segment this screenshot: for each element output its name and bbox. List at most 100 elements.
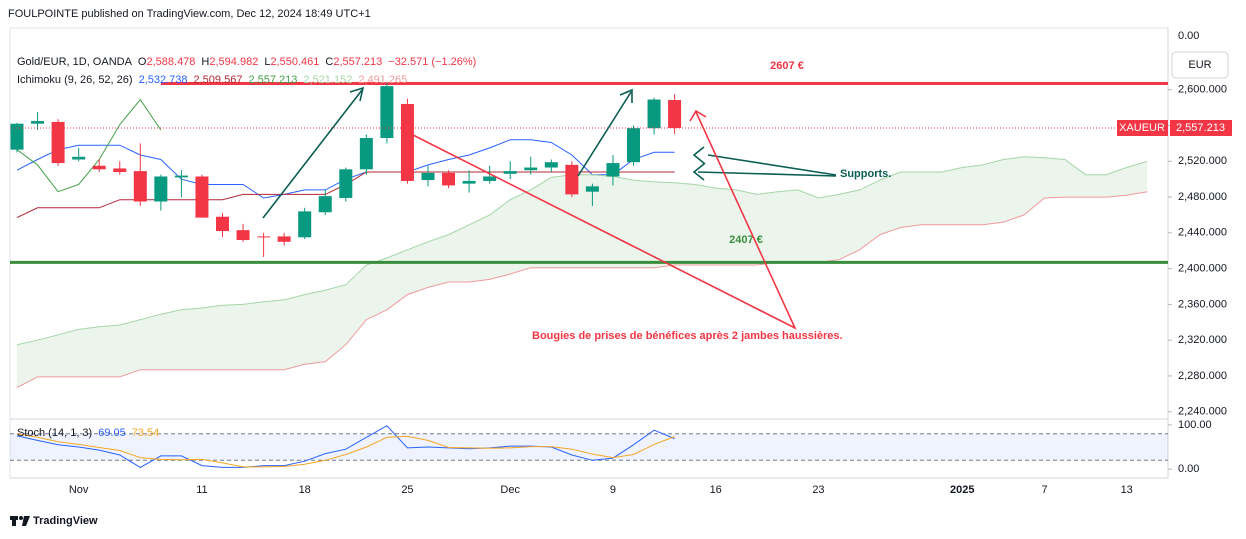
y-tick-label: 2,360.000	[1178, 298, 1227, 310]
footer: TradingView	[33, 515, 98, 527]
candle-body	[236, 230, 250, 240]
candle-body	[31, 121, 45, 124]
candle-body	[442, 172, 456, 186]
candle-body	[380, 86, 394, 139]
ohlc-value: 2,550.461	[270, 56, 319, 68]
x-tick-label: 9	[610, 484, 616, 496]
logo	[10, 516, 30, 526]
stoch-band	[10, 433, 1168, 461]
candle-body	[154, 176, 168, 202]
ohlc-value: 2,594.982	[209, 56, 258, 68]
candle-body	[51, 121, 65, 164]
y-tick-label: 2,440.000	[1178, 227, 1227, 239]
indicator-line	[16, 191, 1148, 389]
candle-body	[113, 168, 127, 173]
arrow	[577, 88, 633, 177]
support-arrows	[692, 146, 837, 181]
x-tick-label: 2025	[950, 484, 974, 496]
ticker-label: XAUEUR	[1119, 122, 1165, 134]
y-tick-label: 2,480.000	[1178, 191, 1227, 203]
currency-button[interactable]	[1171, 51, 1229, 79]
price-axis-top-label: 0.00	[1178, 30, 1199, 42]
y-tick-label: 2,280.000	[1178, 370, 1227, 382]
ticker-badge	[1117, 119, 1168, 136]
y-tick-label: 0.00	[1178, 463, 1199, 475]
candle-body	[72, 156, 86, 160]
indicator-label: Ichimoku (9, 26, 52, 26)	[17, 74, 133, 86]
legend-value: 69.05	[98, 427, 126, 439]
arrow	[412, 109, 797, 330]
ohlc-value: 2,557.213	[333, 56, 382, 68]
drawings	[262, 86, 837, 330]
x-tick-label: 13	[1121, 484, 1133, 496]
candle-body	[627, 128, 640, 163]
currency[interactable]: EUR	[1188, 59, 1211, 71]
candle-body	[421, 172, 435, 181]
x-tick-label: 7	[1041, 484, 1047, 496]
candle-body	[92, 165, 106, 170]
stoch-line	[16, 425, 675, 468]
level-label: 2407 €	[729, 234, 763, 246]
ohlc-key: C	[325, 56, 333, 68]
x-tick-label: 25	[401, 484, 413, 496]
y-tick-label: 100.00	[1178, 419, 1212, 431]
candle-body	[503, 171, 517, 174]
annotation: Bougies de prises de bénéfices après 2 j…	[532, 330, 843, 342]
x-tick-label: Nov	[69, 484, 89, 496]
price-badge	[1170, 119, 1232, 136]
candle-body	[195, 176, 209, 218]
ohlc-key: L	[264, 56, 270, 68]
legend-line: Gold/EUR, 1D, OANDA O2,588.478 H2,594.982 L…	[17, 56, 476, 68]
candle-body	[133, 171, 147, 202]
y-tick-label: 2,240.000	[1178, 406, 1227, 418]
cloud-fill	[17, 156, 1148, 388]
candle-body	[298, 211, 312, 238]
stoch-line	[16, 433, 675, 468]
x-tick-label: 16	[710, 484, 722, 496]
ohlc-key: O	[138, 56, 147, 68]
level-label: 2607 €	[770, 60, 804, 72]
legend-value: 2,509.567	[194, 74, 243, 86]
candle-body	[277, 236, 291, 242]
candle-body	[483, 176, 497, 181]
symbol: Gold/EUR, 1D, OANDA	[17, 56, 133, 68]
indicator-line	[16, 156, 1148, 346]
y-tick-label: 2,320.000	[1178, 334, 1227, 346]
y-tick-label: 2,600.000	[1178, 84, 1227, 96]
x-tick-label: 11	[196, 484, 207, 496]
annotation: Supports.	[840, 168, 891, 180]
candle-body	[10, 123, 24, 150]
candle-body	[544, 162, 558, 168]
chart-layer: 2,600.0002,560.0002,520.0002,480.0002,44…	[10, 60, 1232, 496]
candle-body	[216, 216, 229, 232]
y-tick-label: 2,520.000	[1178, 155, 1227, 167]
arrow	[262, 86, 365, 219]
x-tick-label: Dec	[500, 484, 520, 496]
price-label: 2,557.213	[1176, 122, 1225, 134]
candle-body	[565, 164, 579, 195]
change-label: −32.571 (−1.26%)	[388, 56, 476, 68]
candle-body	[339, 169, 353, 198]
candle-body	[174, 175, 188, 178]
ohlc-key: H	[201, 56, 209, 68]
stoch-legend: Stoch (14, 1, 3) 69.05 73.54	[17, 427, 159, 439]
candle-body	[400, 104, 414, 181]
legend-value: 2,557.213	[248, 74, 297, 86]
x-tick-label: 18	[299, 484, 311, 496]
legend-value: 2,532.738	[139, 74, 188, 86]
legend-value: 2,491.265	[358, 74, 407, 86]
legend-value: 2,521.152	[303, 74, 352, 86]
candle-body	[257, 236, 271, 238]
y-tick-label: 2,400.000	[1178, 263, 1227, 275]
header: FOULPOINTE published on TradingView.com,…	[8, 8, 371, 20]
ohlc-value: 2,588.478	[146, 56, 195, 68]
candle-body	[585, 186, 599, 192]
candle-body	[606, 163, 620, 177]
stoch-label: Stoch (14, 1, 3)	[17, 427, 92, 439]
candle-body	[647, 99, 661, 129]
indicator-line	[16, 98, 162, 193]
x-tick-label: 23	[812, 484, 824, 496]
candle-body	[462, 180, 476, 184]
candle-body	[359, 138, 373, 170]
